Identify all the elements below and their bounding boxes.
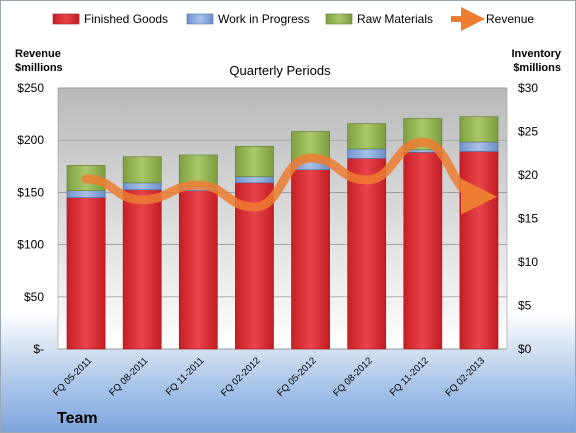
category-label: FQ 02-2012 <box>219 355 263 399</box>
bar-work-in-progress <box>235 176 274 184</box>
category-label: FQ 08-2012 <box>331 355 375 399</box>
chart-subtitle: Quarterly Periods <box>229 63 331 78</box>
bar-raw-materials <box>347 123 387 150</box>
revenue-line <box>81 137 497 215</box>
category-label: FQ 05-2011 <box>51 355 94 398</box>
bar-series <box>66 116 499 350</box>
category-label: FQ 05-2012 <box>275 355 319 399</box>
right-tick-label: $0 <box>518 342 532 356</box>
revenue-line-path <box>81 137 497 215</box>
left-tick-label: $250 <box>17 81 44 95</box>
left-tick-label: $100 <box>17 238 44 252</box>
bar-raw-materials <box>459 116 499 143</box>
bar-finished-goods <box>347 158 387 350</box>
bar-finished-goods <box>122 189 162 350</box>
left-axis-ticks: $- $50 $100 $150 $200 $250 <box>17 81 44 356</box>
legend-swatch <box>325 13 353 25</box>
category-label: FQ 11-2011 <box>164 355 207 398</box>
right-tick-label: $20 <box>518 168 538 182</box>
right-tick-label: $25 <box>518 125 538 139</box>
right-axis-title-line2: $millions <box>513 62 561 74</box>
bar-finished-goods <box>178 190 218 350</box>
right-axis-title-line1: Inventory <box>511 48 561 60</box>
category-label: FQ 11-2012 <box>388 355 431 398</box>
bar-work-in-progress <box>347 148 387 159</box>
bar-finished-goods <box>403 152 443 350</box>
right-tick-label: $10 <box>518 255 538 269</box>
bar-work-in-progress <box>66 190 106 198</box>
bar-finished-goods <box>459 151 499 350</box>
right-tick-label: $15 <box>518 212 538 226</box>
bar-finished-goods <box>66 197 106 350</box>
legend-label: Revenue <box>486 12 534 26</box>
category-label: FQ 08-2011 <box>107 355 150 398</box>
left-tick-label: $- <box>33 342 44 356</box>
right-tick-label: $5 <box>518 299 532 313</box>
bar-raw-materials <box>122 156 162 184</box>
bar-raw-materials <box>235 145 274 178</box>
category-axis-labels: FQ 05-2011 FQ 08-2011 FQ 11-2011 FQ 02-2012… <box>51 355 487 399</box>
legend-label: Work in Progress <box>218 12 310 26</box>
bar-finished-goods <box>291 169 330 350</box>
left-tick-label: $200 <box>17 133 44 147</box>
left-axis-title-line2: $millions <box>15 62 63 74</box>
legend-swatch <box>52 13 80 25</box>
legend-label: Raw Materials <box>357 12 433 26</box>
legend-label: Finished Goods <box>84 12 168 26</box>
category-label: FQ 02-2013 <box>443 355 487 399</box>
left-tick-label: $150 <box>17 185 44 199</box>
chart-legend: Finished Goods Work in Progress Raw Materi… <box>52 7 534 31</box>
legend-swatch <box>186 13 214 25</box>
right-tick-label: $30 <box>518 81 538 95</box>
bar-work-in-progress <box>459 141 499 152</box>
left-axis-title-line1: Revenue <box>15 48 61 60</box>
right-axis-ticks: $0 $5 $10 $15 $20 $25 $30 <box>518 81 538 356</box>
brand-label: Team <box>57 410 98 427</box>
bar-work-in-progress <box>122 182 162 191</box>
left-tick-label: $50 <box>24 290 44 304</box>
